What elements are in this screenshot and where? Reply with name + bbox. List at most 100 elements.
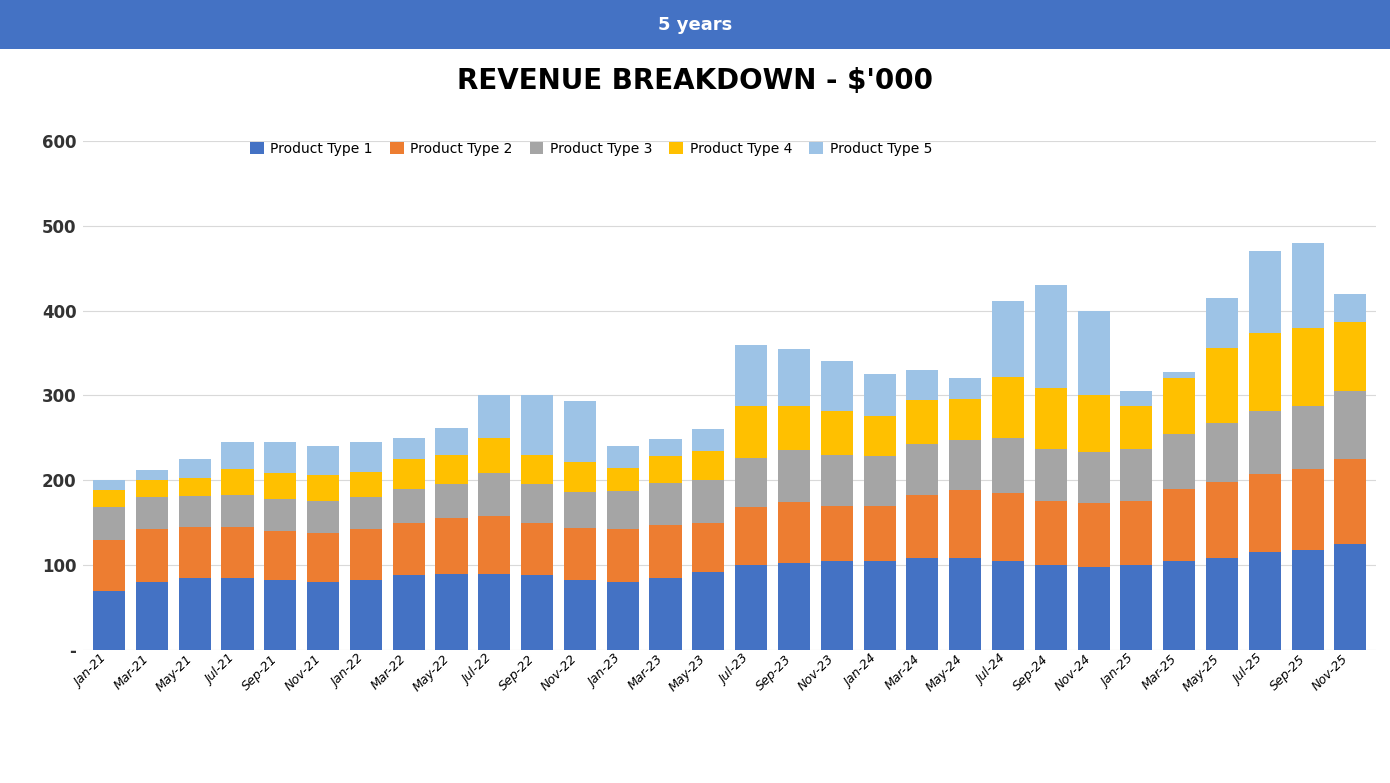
Bar	[478, 573, 510, 650]
Bar	[649, 438, 681, 456]
Bar	[221, 442, 253, 469]
Bar	[350, 529, 382, 580]
Bar	[906, 370, 938, 399]
Bar	[564, 463, 596, 492]
Bar	[307, 475, 339, 500]
Bar	[949, 490, 981, 558]
Bar	[1120, 565, 1152, 650]
Bar	[264, 442, 296, 474]
Bar	[863, 456, 895, 506]
Bar	[1034, 501, 1068, 565]
Bar	[435, 485, 467, 518]
Bar	[478, 395, 510, 438]
Bar	[1163, 434, 1195, 489]
Bar	[136, 582, 168, 650]
Bar	[1207, 423, 1238, 482]
Bar	[1034, 565, 1068, 650]
Bar	[136, 470, 168, 480]
Bar	[93, 507, 125, 539]
Bar	[1034, 449, 1068, 501]
Bar	[949, 378, 981, 399]
Bar	[478, 438, 510, 474]
Bar	[392, 523, 425, 576]
Bar	[392, 489, 425, 523]
Bar	[949, 439, 981, 490]
Bar	[735, 345, 767, 406]
Bar	[136, 497, 168, 529]
Bar	[1120, 449, 1152, 501]
Bar	[649, 525, 681, 578]
Bar	[179, 478, 211, 496]
Bar	[179, 578, 211, 650]
Bar	[820, 506, 853, 561]
Bar	[1207, 482, 1238, 558]
Bar	[906, 495, 938, 558]
Bar	[435, 573, 467, 650]
Bar	[1291, 243, 1323, 327]
Bar	[564, 528, 596, 580]
Bar	[93, 490, 125, 507]
Bar	[649, 456, 681, 483]
Bar	[692, 450, 724, 480]
Bar	[606, 467, 639, 491]
Bar	[735, 565, 767, 650]
Bar	[1077, 395, 1109, 453]
Bar	[735, 507, 767, 565]
Bar	[1248, 410, 1280, 474]
Bar	[1207, 298, 1238, 348]
Bar	[692, 429, 724, 450]
Bar	[1077, 311, 1109, 395]
Bar	[1163, 372, 1195, 378]
Bar	[435, 455, 467, 485]
Bar	[1120, 501, 1152, 565]
Bar	[1248, 552, 1280, 650]
Bar	[778, 503, 810, 564]
Bar	[1334, 459, 1366, 544]
Bar	[1291, 469, 1323, 550]
Bar	[221, 469, 253, 495]
Bar	[435, 428, 467, 455]
Bar	[778, 348, 810, 406]
Bar	[521, 576, 553, 650]
Bar	[1248, 251, 1280, 333]
Bar	[521, 395, 553, 455]
Bar	[692, 480, 724, 523]
Bar	[93, 480, 125, 490]
Legend: Product Type 1, Product Type 2, Product Type 3, Product Type 4, Product Type 5: Product Type 1, Product Type 2, Product …	[246, 138, 937, 160]
Bar	[307, 582, 339, 650]
Bar	[1163, 489, 1195, 561]
Bar	[906, 399, 938, 444]
Bar	[735, 406, 767, 458]
Bar	[179, 527, 211, 578]
Bar	[307, 532, 339, 582]
Bar	[992, 301, 1024, 377]
Bar	[606, 491, 639, 529]
Bar	[1291, 550, 1323, 650]
Bar	[1248, 333, 1280, 410]
Bar	[221, 495, 253, 527]
Bar	[649, 578, 681, 650]
Bar	[350, 580, 382, 650]
Bar	[392, 576, 425, 650]
Bar	[478, 516, 510, 573]
Bar	[93, 539, 125, 590]
Bar	[1120, 392, 1152, 406]
Bar	[350, 442, 382, 471]
Bar	[992, 377, 1024, 438]
Text: REVENUE BREAKDOWN - $'000: REVENUE BREAKDOWN - $'000	[457, 67, 933, 95]
Bar	[1077, 503, 1109, 567]
Bar	[820, 561, 853, 650]
Bar	[1291, 327, 1323, 406]
Text: 5 years: 5 years	[657, 16, 733, 34]
Bar	[1077, 567, 1109, 650]
Bar	[1207, 558, 1238, 650]
Bar	[264, 580, 296, 650]
Bar	[221, 527, 253, 578]
Bar	[264, 499, 296, 531]
Bar	[136, 529, 168, 582]
Bar	[692, 572, 724, 650]
Bar	[179, 496, 211, 527]
Bar	[906, 444, 938, 495]
Bar	[820, 455, 853, 506]
Bar	[778, 406, 810, 449]
